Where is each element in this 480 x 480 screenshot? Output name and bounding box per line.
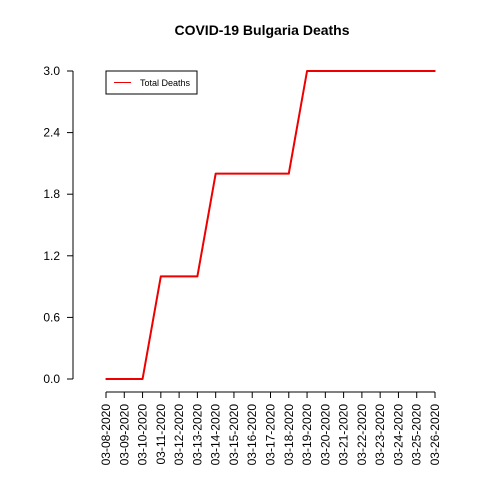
- legend: Total Deaths: [105, 70, 198, 95]
- data-point: [287, 172, 290, 175]
- x-tick-label: 03-21-2020: [337, 404, 351, 466]
- x-tick-label: 03-25-2020: [410, 404, 424, 466]
- x-tick-label: 03-13-2020: [190, 404, 204, 466]
- x-tick-label: 03-19-2020: [300, 404, 314, 466]
- data-point: [415, 70, 418, 72]
- x-tick-label: 03-16-2020: [245, 404, 259, 466]
- x-tick-label: 03-10-2020: [136, 404, 150, 466]
- x-tick-label: 03-20-2020: [318, 404, 332, 466]
- data-point: [251, 172, 254, 175]
- data-point: [324, 70, 327, 72]
- data-point: [269, 172, 272, 175]
- y-tick-label: 0.6: [43, 310, 60, 324]
- x-tick-label: 03-11-2020: [154, 404, 168, 465]
- chart-title: COVID-19 Bulgaria Deaths: [174, 22, 349, 38]
- x-tick-label: 03-09-2020: [117, 404, 131, 466]
- x-tick-label: 03-26-2020: [428, 404, 442, 466]
- y-tick-label: 0.0: [43, 372, 60, 386]
- x-tick-label: 03-18-2020: [282, 404, 296, 466]
- x-tick-label: 03-12-2020: [172, 404, 186, 466]
- data-point: [123, 378, 126, 380]
- data-point: [397, 70, 400, 72]
- legend-label-total-deaths: Total Deaths: [140, 78, 191, 88]
- data-point: [342, 70, 345, 72]
- x-axis: 03-08-2020 03-09-2020 03-10-2020 03-11-2020…: [99, 391, 442, 466]
- data-point: [105, 378, 107, 380]
- y-tick-label: 2.4: [43, 126, 60, 140]
- y-axis: 0.0 0.6 1.2 1.8 2.4 3.0: [43, 64, 74, 386]
- data-point: [196, 275, 199, 278]
- data-point: [434, 70, 436, 72]
- y-tick-label: 1.2: [43, 249, 60, 263]
- data-point: [379, 70, 381, 72]
- y-tick-label: 1.8: [43, 187, 60, 201]
- x-tick-label: 03-22-2020: [355, 404, 369, 466]
- data-point: [141, 378, 144, 380]
- legend-box: [105, 70, 198, 95]
- data-point: [361, 70, 363, 72]
- x-tick-label: 03-23-2020: [373, 404, 387, 466]
- x-tick-label: 03-17-2020: [264, 404, 278, 466]
- series-line-total-deaths: [106, 70, 435, 380]
- x-tick-label: 03-24-2020: [391, 404, 405, 466]
- data-point: [233, 172, 235, 175]
- data-point: [306, 70, 308, 72]
- x-tick-label: 03-15-2020: [227, 404, 241, 466]
- x-tick-label: 03-08-2020: [99, 404, 113, 466]
- data-point: [178, 275, 180, 278]
- x-tick-label: 03-14-2020: [209, 404, 223, 466]
- data-point: [160, 275, 162, 278]
- y-tick-label: 3.0: [43, 64, 60, 78]
- data-point: [214, 172, 217, 175]
- series-layer: [105, 70, 436, 380]
